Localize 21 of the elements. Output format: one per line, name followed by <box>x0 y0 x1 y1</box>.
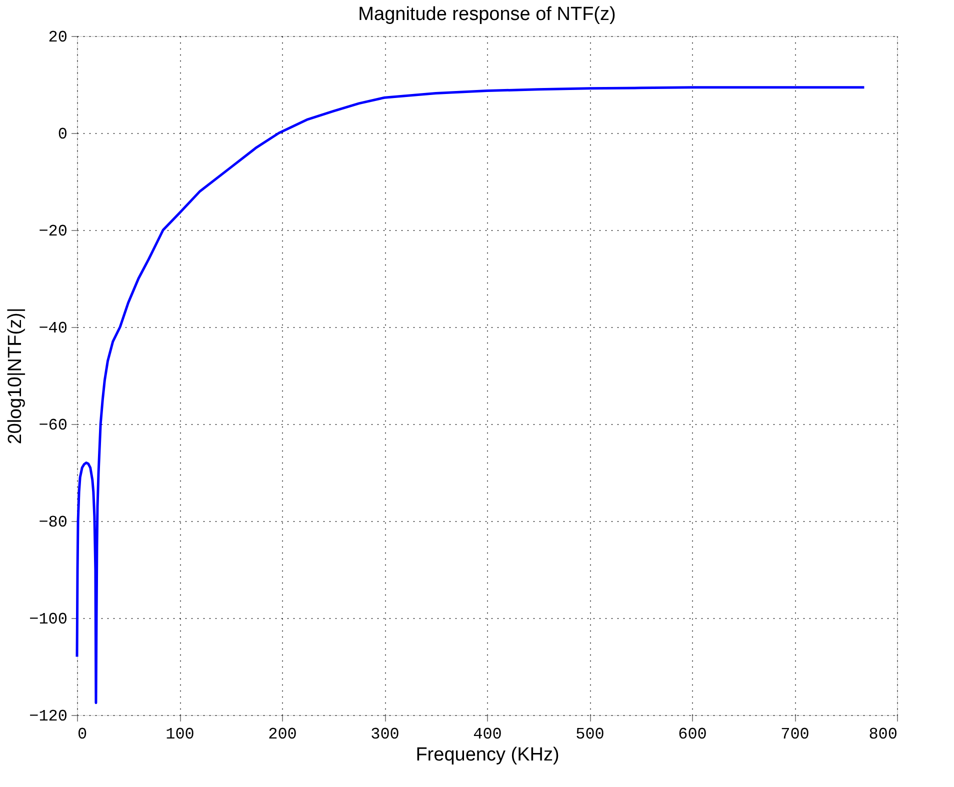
y-tick-label: 0 <box>58 126 68 144</box>
x-tick-label: 200 <box>268 726 297 744</box>
x-tick-label: 400 <box>473 726 502 744</box>
x-tick-label: 0 <box>78 726 88 744</box>
y-tick-label: −40 <box>38 320 68 338</box>
chart-title: Magnitude response of NTF(z) <box>358 4 616 25</box>
y-tick-label: −20 <box>38 222 68 240</box>
y-tick-label: −60 <box>38 416 68 434</box>
x-tick-label: 500 <box>576 726 604 744</box>
y-tick-label: 20 <box>48 28 68 46</box>
y-axis-title: 20log10|NTF(z)| <box>5 308 26 444</box>
y-tick-label: −80 <box>38 514 68 532</box>
line-series <box>76 86 866 704</box>
x-tick-label: 600 <box>678 726 707 744</box>
y-tick-label: −120 <box>29 708 68 726</box>
x-tick-label: 800 <box>868 726 898 744</box>
x-tick-label: 300 <box>370 726 400 744</box>
x-tick-label: 700 <box>780 726 810 744</box>
x-axis-title: Frequency (KHz) <box>416 744 560 766</box>
y-tick-label: −100 <box>29 610 68 628</box>
x-tick-label: 100 <box>166 726 194 744</box>
